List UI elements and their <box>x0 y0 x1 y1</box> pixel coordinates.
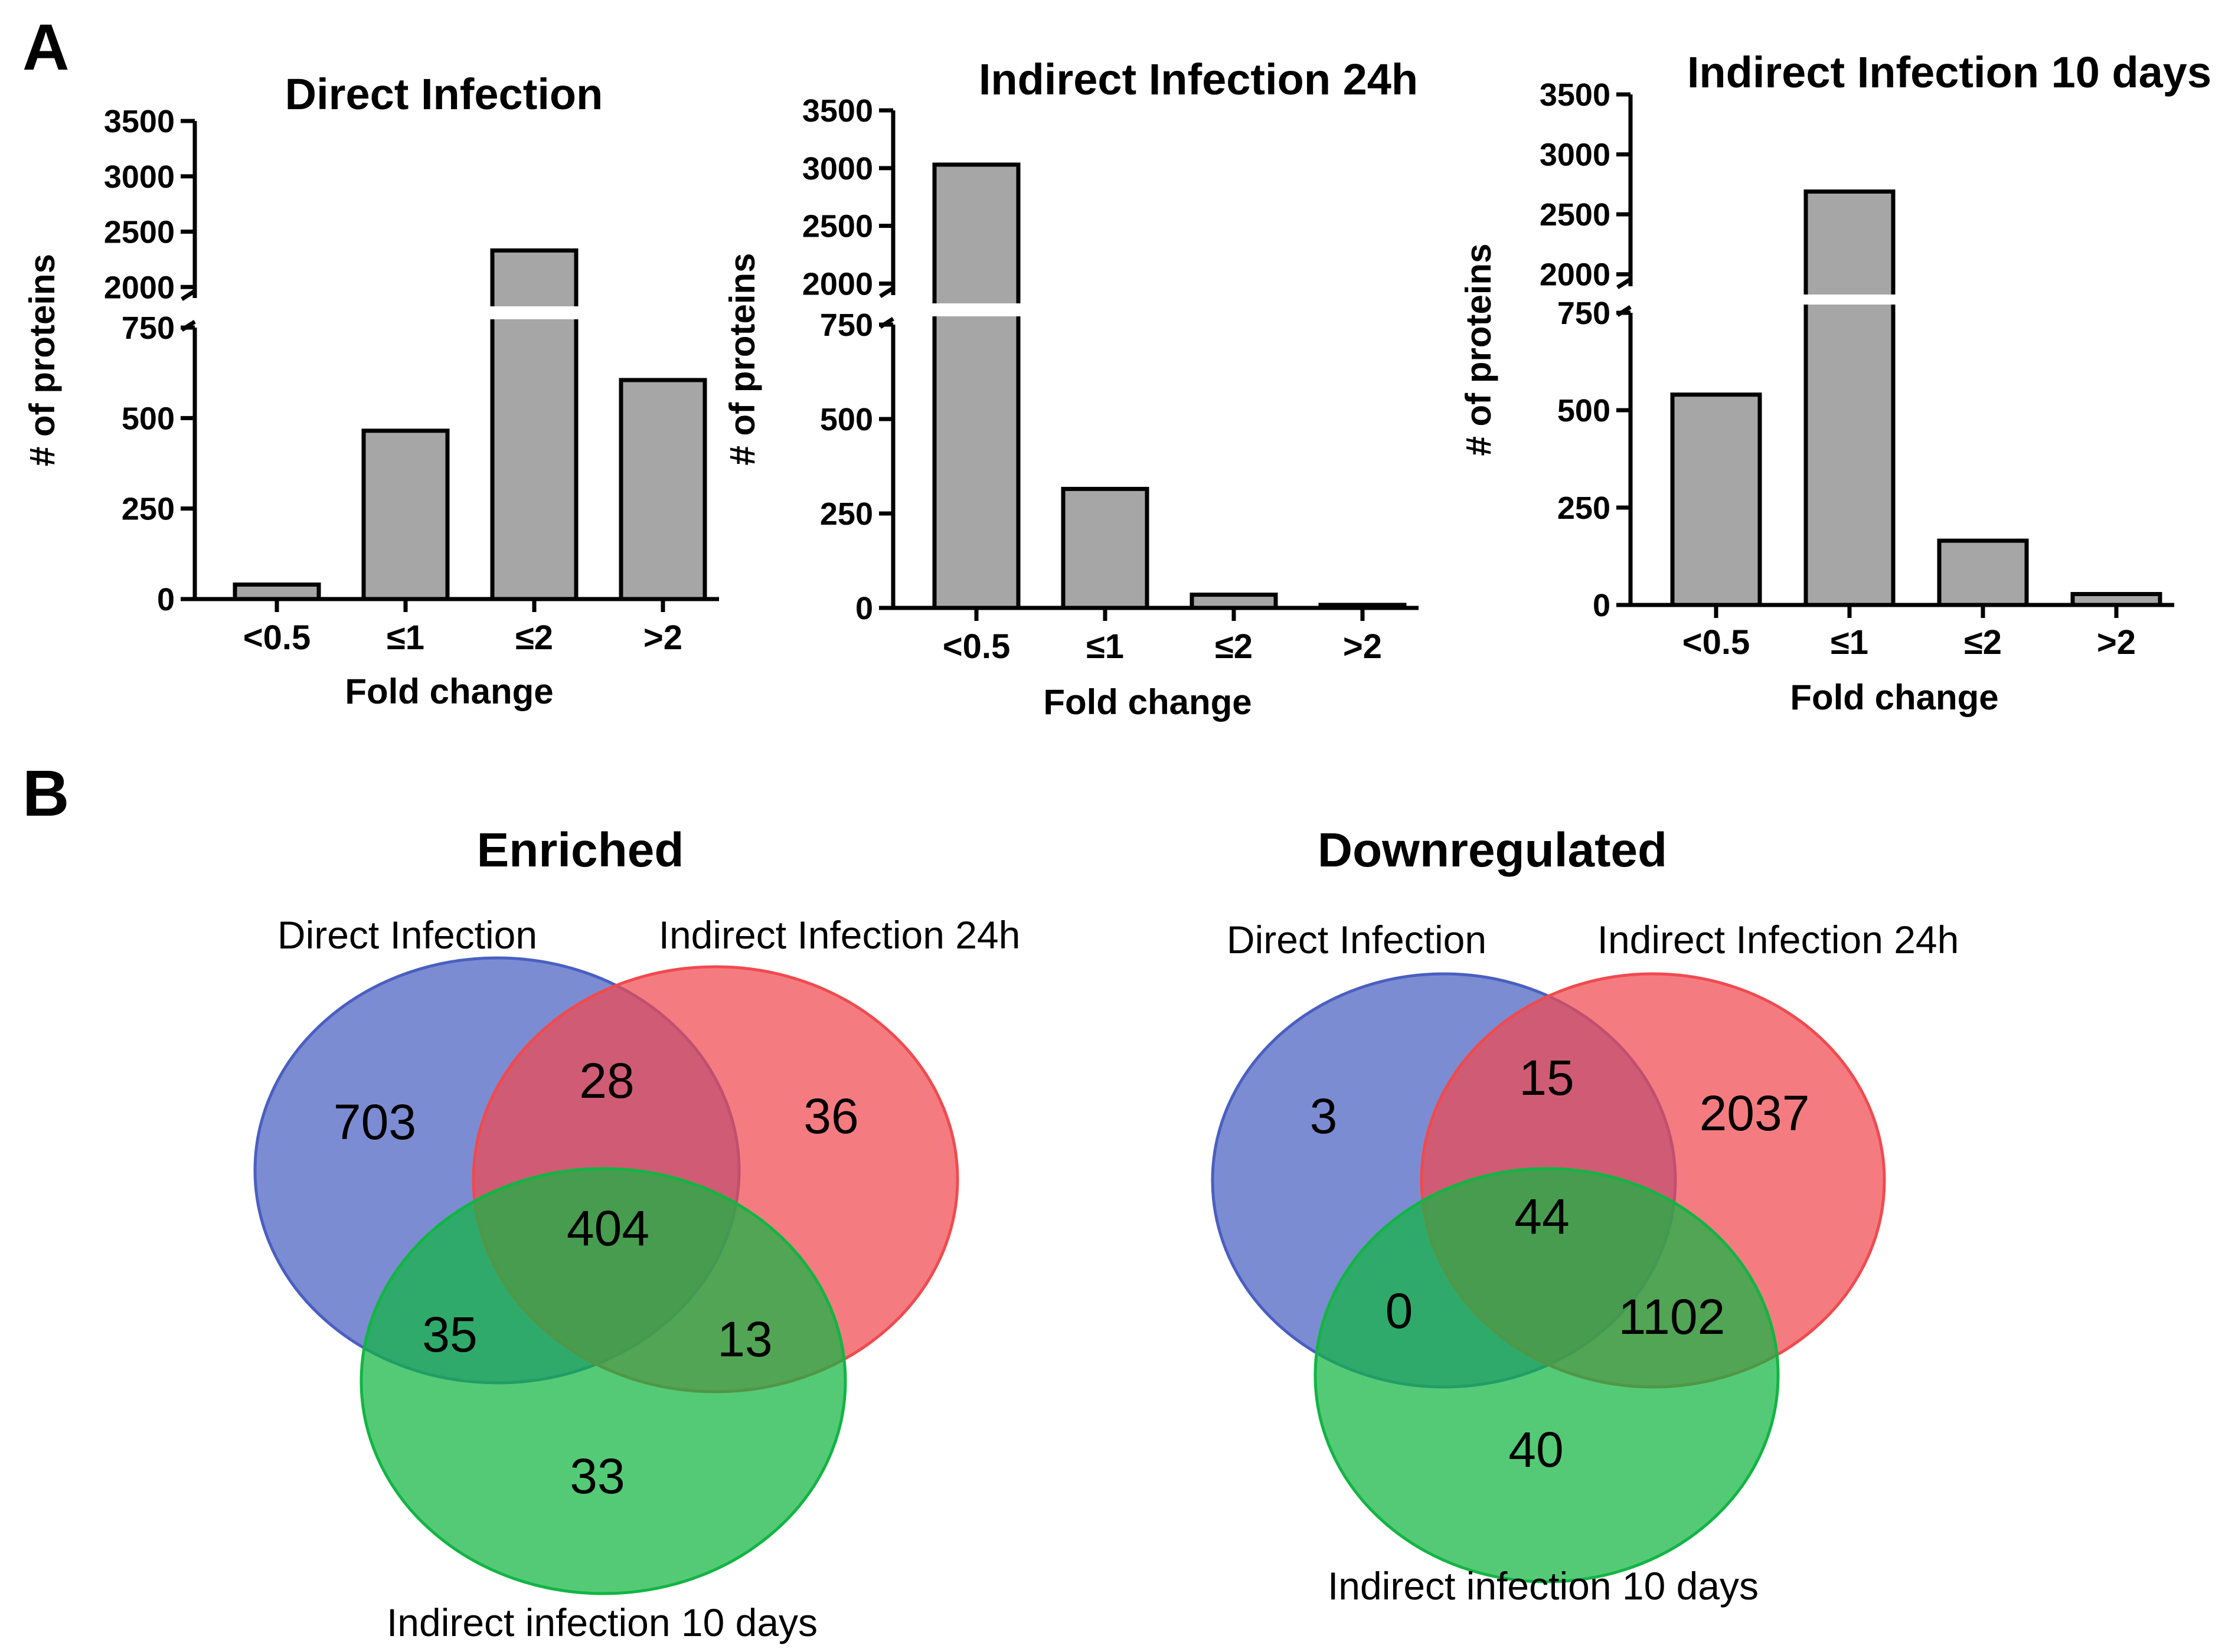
y-tick-label: 2500 <box>104 215 175 250</box>
y-tick-label: 2500 <box>1540 197 1610 233</box>
venn-count-direct-and-24h: 15 <box>1519 1050 1574 1105</box>
bar-le-1 <box>1061 486 1149 610</box>
bar-lt-0-5 <box>233 582 321 601</box>
venn-set-label-indirect-infection-24h: Indirect Infection 24h <box>1597 918 1959 961</box>
venn-count-indirect-24h-only: 2037 <box>1700 1085 1810 1141</box>
axis-break-mark-upper <box>1616 277 1632 289</box>
axis-break-mark-upper <box>879 286 894 298</box>
x-tick-label-gt-2: >2 <box>643 619 682 657</box>
venn-count-direct-and-10-days: 35 <box>422 1307 477 1362</box>
bar-chart-indirect-infection-10-days: Indirect Infection 10 days Fold change # o… <box>1459 48 2211 717</box>
venn-count-indirect-10-days-only: 40 <box>1508 1422 1563 1477</box>
x-tick-label-lt-0-5: <0.5 <box>1682 623 1750 662</box>
x-axis-label: Fold change <box>345 672 553 711</box>
bar-axis-break-gap <box>931 303 1022 316</box>
venn-title: Enriched <box>477 823 684 877</box>
bar-axis-break-gap <box>1802 295 1897 305</box>
bar-lt-0-5 <box>1670 392 1762 607</box>
y-tick-label: 3000 <box>1540 138 1610 173</box>
venn-count-24h-and-10-days: 1102 <box>1619 1289 1726 1345</box>
venn-count-direct-and-24h: 28 <box>579 1053 634 1108</box>
x-tick-label-gt-2: >2 <box>1343 627 1382 666</box>
venn-count-direct-and-10-days: 0 <box>1386 1283 1413 1339</box>
venn-diagram-downregulated: Downregulated Direct Infection Indirect In… <box>1211 823 1959 1608</box>
y-tick-label: 2500 <box>802 209 873 244</box>
y-tick-label: 2000 <box>104 270 175 305</box>
y-tick-label: 0 <box>855 591 873 626</box>
y-tick-label: 3500 <box>802 93 873 129</box>
bar-lt-0-5 <box>932 162 1021 610</box>
venn-circle-indirect-infection-10-days <box>1313 1167 1780 1584</box>
y-tick-label: 750 <box>122 310 175 346</box>
x-tick-label-le-2: ≤2 <box>515 619 553 657</box>
venn-diagram-enriched: Enriched Direct Infection Indirect Infecti… <box>253 823 1021 1644</box>
y-tick-label: 0 <box>157 582 175 617</box>
y-tick-label: 250 <box>122 492 175 527</box>
venn-count-direct-only: 703 <box>334 1094 416 1150</box>
x-axis-label: Fold change <box>1043 682 1252 722</box>
y-axis-label: # of proteins <box>22 254 62 466</box>
axis-break-mark-upper <box>181 289 196 301</box>
x-tick-label-le-2: ≤2 <box>1215 627 1253 666</box>
x-tick-label-le-1: ≤1 <box>1831 623 1868 662</box>
venn-count-all-three: 404 <box>567 1200 649 1256</box>
y-axis-label: # of proteins <box>723 253 762 465</box>
panel-label-a: A <box>22 11 69 84</box>
y-tick-label: 250 <box>820 496 873 532</box>
venn-count-24h-and-10-days: 13 <box>717 1311 772 1367</box>
y-tick-label: 3000 <box>104 159 175 195</box>
panel-label-b: B <box>22 757 69 830</box>
venn-set-label-indirect-infection-24h: Indirect Infection 24h <box>659 913 1021 957</box>
y-tick-label: 0 <box>1593 588 1610 623</box>
y-tick-label: 3000 <box>802 151 873 187</box>
x-tick-label-lt-0-5: <0.5 <box>243 619 311 657</box>
venn-count-indirect-10-days-only: 33 <box>570 1448 625 1504</box>
bar-chart-indirect-infection-24h: Indirect Infection 24h Fold change # of pr… <box>723 55 1419 722</box>
bar-le-2 <box>1937 538 2029 607</box>
venn-set-label-direct-infection: Direct Infection <box>1227 918 1486 961</box>
chart-title: Indirect Infection 24h <box>979 55 1418 104</box>
y-tick-label: 500 <box>1557 393 1610 428</box>
bar-le-2 <box>490 248 579 601</box>
venn-count-direct-only: 3 <box>1310 1088 1338 1144</box>
y-tick-label: 3500 <box>104 104 175 139</box>
bar-le-1 <box>1803 189 1896 607</box>
venn-set-label-indirect-infection-10-days: Indirect infection 10 days <box>1328 1564 1759 1608</box>
y-tick-label: 750 <box>1557 296 1610 331</box>
x-tick-label-lt-0-5: <0.5 <box>943 627 1011 666</box>
bar-axis-break-gap <box>489 306 580 319</box>
y-axis-label: # of proteins <box>1459 243 1498 456</box>
y-tick-label: 250 <box>1557 490 1610 526</box>
x-tick-label-le-1: ≤1 <box>1086 627 1124 666</box>
x-tick-label-le-2: ≤2 <box>1964 623 2002 662</box>
venn-count-indirect-24h-only: 36 <box>803 1088 858 1144</box>
y-tick-label: 500 <box>122 401 175 436</box>
y-tick-label: 750 <box>820 307 873 343</box>
chart-title: Indirect Infection 10 days <box>1687 48 2211 97</box>
bar-gt-2 <box>619 378 707 601</box>
chart-title: Direct Infection <box>285 70 603 119</box>
y-tick-label: 2000 <box>1540 257 1610 293</box>
venn-set-label-direct-infection: Direct Infection <box>277 913 537 957</box>
x-tick-label-gt-2: >2 <box>2097 623 2136 662</box>
y-tick-label: 500 <box>820 402 873 437</box>
venn-title: Downregulated <box>1318 823 1667 877</box>
venn-circle-indirect-infection-10-days <box>360 1167 847 1595</box>
venn-set-label-indirect-infection-10-days: Indirect infection 10 days <box>387 1601 818 1644</box>
venn-count-all-three: 44 <box>1514 1189 1569 1244</box>
x-tick-label-le-1: ≤1 <box>387 619 424 657</box>
y-tick-label: 3500 <box>1540 77 1610 113</box>
y-tick-label: 2000 <box>802 266 873 302</box>
x-axis-label: Fold change <box>1790 678 1998 717</box>
bar-le-1 <box>361 428 450 601</box>
bar-chart-direct-infection: Direct Infection Fold change # of proteins… <box>22 70 719 711</box>
